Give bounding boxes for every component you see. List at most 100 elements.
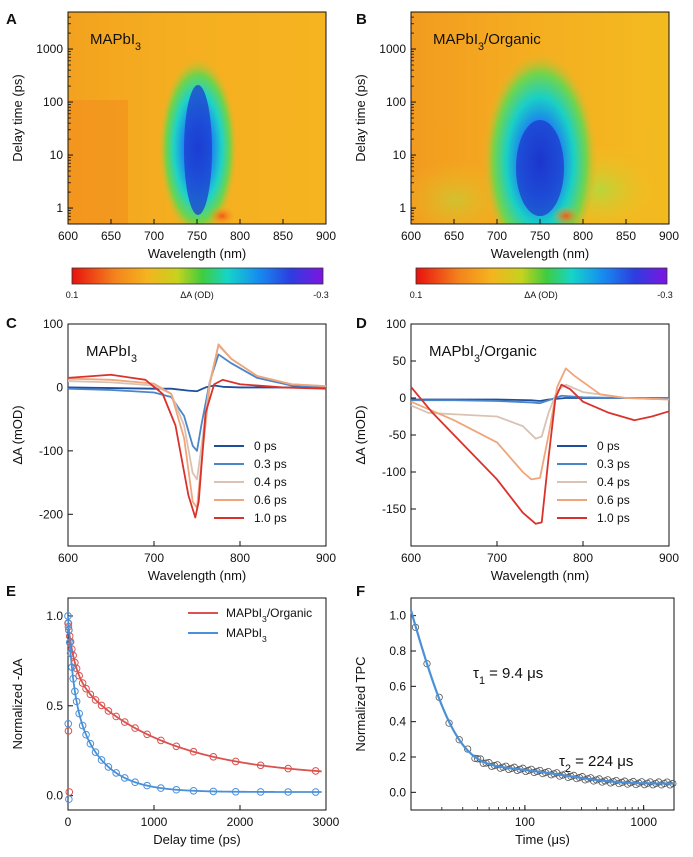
- data-point-e-1: [97, 756, 106, 764]
- legend-label-c-2: 0.4 ps: [254, 475, 287, 489]
- data-point-e-1: [71, 687, 79, 696]
- series-line-c-3: [67, 343, 327, 509]
- panel-letter-b: B: [356, 11, 367, 28]
- data-point-f: [455, 736, 463, 744]
- heatmap-a-orange-region: [68, 100, 128, 224]
- data-point-e-0: [131, 724, 139, 732]
- y-tick-label-f: 0.6: [389, 679, 406, 693]
- data-point-e-1: [69, 674, 77, 683]
- colorbar-b: 0.1 ΔA (OD) -0.3: [410, 267, 673, 300]
- x-tick-label-a: 750: [187, 229, 207, 243]
- x-axis-label-a: Wavelength (nm): [148, 246, 247, 261]
- y-axis-label-a: Delay time (ps): [10, 74, 25, 161]
- y-axis-label-d: ΔA (mOD): [353, 405, 368, 464]
- data-point-e-1: [68, 663, 76, 671]
- y-tick-label-f: 0.2: [389, 750, 406, 764]
- plot-frame-c: [67, 323, 327, 547]
- data-point-e-0: [78, 679, 87, 687]
- data-point-e-0: [72, 664, 81, 673]
- data-point-e-1: [64, 612, 72, 620]
- data-point-outlier-e: [65, 788, 74, 796]
- y-tick-label-b: 1: [399, 201, 406, 215]
- data-point-e-0: [311, 767, 320, 775]
- x-tick-label-e: 2000: [227, 815, 254, 829]
- data-point-e-1: [66, 649, 75, 658]
- y-tick-label-b: 100: [386, 95, 406, 109]
- colorbar-b-label: ΔA (OD): [524, 290, 558, 300]
- y-tick-label-d: -50: [389, 428, 407, 442]
- data-point-e-1: [172, 785, 181, 794]
- y-tick-label-b: 10: [393, 148, 407, 162]
- legend-label-d-0: 0 ps: [597, 439, 620, 453]
- spectra-title-d: MAPbI3/Organic: [429, 343, 537, 365]
- y-tick-label-a: 1: [56, 201, 63, 215]
- data-point-e-0: [189, 747, 198, 756]
- panel-letter-a: A: [6, 11, 17, 28]
- x-tick-label-f: 100: [515, 815, 535, 829]
- fit-line-e-1: [67, 615, 322, 793]
- data-point-e-1: [209, 787, 218, 796]
- data-point-e-0: [104, 707, 113, 715]
- data-point-e-1: [82, 730, 90, 739]
- y-tick-label-c: 0: [56, 380, 63, 394]
- data-point-e-1: [86, 739, 95, 748]
- series-line-c-2: [67, 344, 327, 481]
- heatmap-b-bleach-core: [516, 120, 564, 216]
- y-tick-label-c: -100: [39, 444, 63, 458]
- x-tick-label-c: 600: [58, 551, 78, 565]
- x-tick-label-a: 600: [58, 229, 78, 243]
- y-axis-label-f: Normalized TPC: [353, 656, 368, 751]
- y-tick-label-d: 0: [399, 391, 406, 405]
- data-point-f: [464, 745, 472, 753]
- fit-line-f: [409, 610, 675, 785]
- series-line-d-1: [411, 394, 669, 405]
- data-point-e-1: [104, 763, 113, 771]
- y-tick-label-f: 1.0: [389, 609, 406, 623]
- series-line-c-4: [67, 373, 327, 519]
- heatmap-a: [68, 12, 326, 224]
- tau1-annotation: τ1 = 9.4 μs: [473, 665, 543, 687]
- plot-frame-f: [410, 597, 675, 811]
- data-point-e-0: [91, 696, 100, 704]
- data-point-e-1: [91, 748, 100, 756]
- y-tick-label-f: 0.4: [389, 715, 406, 729]
- y-tick-label-a: 1000: [36, 42, 63, 56]
- x-axis-label-f: Time (μs): [515, 832, 570, 847]
- y-tick-label-e: 0.0: [46, 789, 63, 803]
- data-point-e-0: [97, 701, 106, 710]
- legend-label-c-1: 0.3 ps: [254, 457, 287, 471]
- data-point-outlier-e: [64, 719, 73, 728]
- heatmap-b-induced-absorption: [552, 206, 580, 224]
- y-tick-label-f: 0.8: [389, 644, 406, 658]
- tau2-annotation: τ2 = 224 μs: [559, 753, 633, 775]
- x-tick-label-a: 650: [101, 229, 121, 243]
- colorbar-a-label: ΔA (OD): [180, 290, 214, 300]
- x-tick-label-b: 900: [659, 229, 679, 243]
- data-point-e-0: [112, 712, 120, 721]
- data-point-e-1: [189, 786, 198, 795]
- data-point-e-1: [143, 781, 151, 790]
- x-tick-label-a: 700: [144, 229, 164, 243]
- data-point-e-1: [75, 709, 83, 718]
- panel-letter-c: C: [6, 315, 17, 332]
- y-tick-label-d: 50: [393, 354, 407, 368]
- x-tick-label-f: 1000: [630, 815, 657, 829]
- data-point-e-0: [69, 651, 77, 660]
- y-axis-label-c: ΔA (mOD): [10, 405, 25, 464]
- data-point-e-0: [86, 690, 95, 699]
- colorbar-b-gradient: [415, 267, 668, 285]
- legend-label-c-0: 0 ps: [254, 439, 277, 453]
- x-tick-label-c: 800: [230, 551, 250, 565]
- data-point-e-1: [112, 769, 120, 777]
- panel-letter-d: D: [356, 315, 367, 332]
- x-tick-label-d: 600: [401, 551, 421, 565]
- heatmap-b: [411, 12, 669, 224]
- legend-label-d-1: 0.3 ps: [597, 457, 630, 471]
- data-point-e-1: [131, 778, 139, 787]
- x-tick-label-b: 800: [573, 229, 593, 243]
- panel-letter-f: F: [356, 583, 365, 600]
- legend-label-e-0: MAPbI3/Organic: [226, 606, 312, 624]
- heatmap-a-bleach-core: [184, 85, 212, 215]
- data-point-e-1: [231, 787, 240, 796]
- x-tick-label-b: 600: [401, 229, 421, 243]
